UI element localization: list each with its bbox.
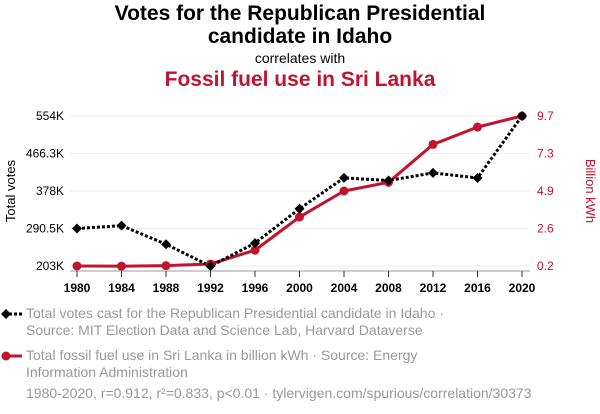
votes-point — [161, 239, 171, 250]
fossil-point — [161, 261, 171, 271]
fossil-point — [473, 122, 482, 132]
votes-point — [339, 172, 349, 183]
votes-point — [428, 167, 438, 178]
y2-tick-label: 4.9 — [537, 184, 554, 198]
y2-tick-label: 2.6 — [537, 222, 554, 236]
fossil-point — [339, 186, 349, 196]
correlates-with: correlates with — [254, 50, 346, 66]
x-tick-label: 1984 — [108, 281, 135, 295]
x-tick-label: 1980 — [64, 281, 91, 295]
votes-point — [116, 220, 127, 231]
y-axis-label: Total votes — [3, 159, 18, 222]
x-tick-label: 1988 — [153, 281, 180, 295]
legend-votes: Total votes cast for the Republican Pres… — [26, 305, 444, 339]
legend-fossil-dot-icon — [1, 351, 11, 361]
votes-point — [472, 172, 483, 183]
y-tick-label: 378K — [36, 184, 64, 198]
y-tick-label: 554K — [36, 109, 64, 123]
x-tick-label: 1992 — [197, 281, 224, 295]
y2-tick-label: 9.7 — [537, 109, 554, 123]
chart-title: Votes for the Republican Presidential can… — [0, 2, 600, 48]
y2-axis-label: Billion kWh — [583, 159, 598, 223]
votes-point — [250, 238, 260, 249]
legend-votes-line2: Source: MIT Election Data and Science La… — [26, 322, 423, 338]
votes-point — [205, 261, 216, 272]
x-tick-label: 1996 — [242, 281, 269, 295]
fossil-point — [72, 261, 82, 271]
legend-fossil-line2: Information Administration — [26, 364, 188, 380]
x-tick-label: 2000 — [286, 281, 313, 295]
fossil-point — [117, 261, 126, 271]
x-tick-label: 2008 — [375, 281, 402, 295]
x-tick-label: 2020 — [509, 281, 536, 295]
x-tick-label: 2012 — [420, 281, 447, 295]
title-line-1: Votes for the Republican Presidential — [114, 2, 486, 25]
y2-tick-label: 7.3 — [537, 147, 554, 161]
legend-votes-diamond-icon — [1, 309, 11, 319]
title-line-2: candidate in Idaho — [207, 25, 393, 48]
votes-point — [383, 175, 394, 186]
chart-subtitle: Fossil fuel use in Sri Lanka — [164, 68, 436, 91]
footer-stats: 1980-2020, r=0.912, r²=0.833, p<0.01 · t… — [26, 385, 532, 401]
legend-fossil-line1: Total fossil fuel use in Sri Lanka in bi… — [26, 347, 418, 363]
y2-tick-label: 0.2 — [537, 259, 554, 273]
votes-line — [76, 115, 524, 268]
y-tick-label: 466.3K — [26, 147, 64, 161]
legend-votes-line1: Total votes cast for the Republican Pres… — [26, 305, 444, 321]
fossil-point — [295, 212, 304, 222]
y-tick-label: 203K — [36, 259, 64, 273]
votes-point — [72, 223, 82, 234]
y-tick-label: 290.5K — [26, 222, 64, 236]
votes-point — [517, 110, 527, 121]
x-tick-label: 2004 — [331, 281, 358, 295]
votes-point — [294, 203, 305, 214]
x-tick-label: 2016 — [464, 281, 491, 295]
fossil-point — [250, 245, 260, 255]
legend-fossil: Total fossil fuel use in Sri Lanka in bi… — [26, 347, 417, 381]
fossil-point — [428, 139, 438, 149]
